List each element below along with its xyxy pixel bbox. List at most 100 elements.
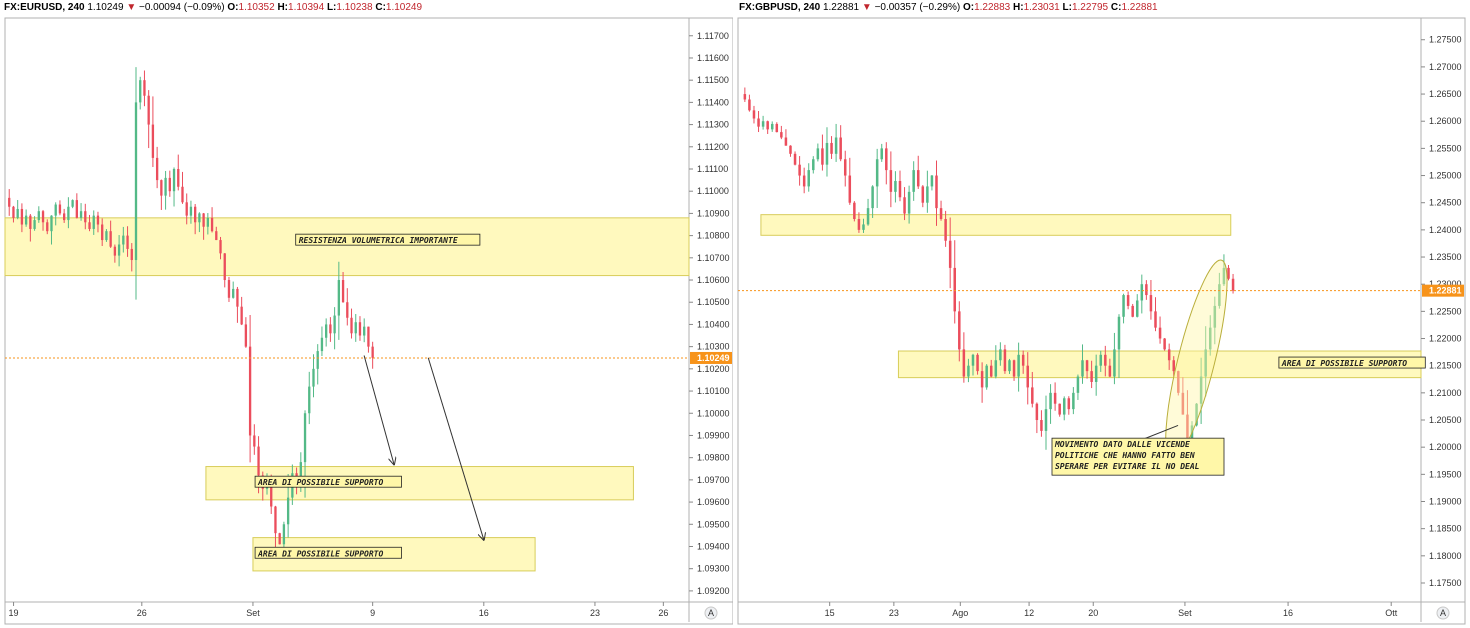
x-tick-label: 20 — [1088, 608, 1098, 618]
candle-body — [1172, 360, 1176, 372]
eurusd-chart[interactable]: 1.11700 1.11600 1.11500 1.11400 1.11300 1.112… — [0, 0, 733, 628]
candle-body — [770, 123, 774, 130]
down-triangle-icon: ▼ — [861, 2, 872, 13]
candle-body — [1135, 300, 1139, 317]
annotation-arrow — [363, 355, 394, 465]
candle-body — [20, 208, 24, 225]
candle-body — [257, 446, 260, 476]
band-label-box — [254, 546, 402, 559]
candle-body — [748, 99, 751, 111]
band-label: AREA DI POSSIBILE SUPPORTO — [1281, 359, 1407, 368]
candle-body — [821, 148, 824, 165]
candle-body — [825, 142, 829, 165]
candle-body — [1053, 392, 1057, 404]
candle-body — [916, 170, 920, 187]
candle-body — [189, 206, 193, 216]
candle-body — [1049, 392, 1052, 410]
x-tick-label: Set — [246, 608, 260, 618]
zone-band — [760, 214, 1232, 236]
plot-area — [737, 17, 1422, 603]
x-tick-label: 9 — [370, 608, 375, 618]
candle-body — [172, 168, 176, 192]
y-tick-label: 1.11400 — [697, 97, 729, 107]
gbpusd-chart[interactable]: 1.27500 1.27000 1.26500 1.26000 1.25500 1.250… — [735, 0, 1470, 628]
y-tick-label: 1.25500 — [1429, 143, 1462, 153]
candle-body — [37, 211, 40, 221]
candle-body — [303, 413, 307, 463]
candle-body — [1113, 349, 1116, 377]
current-price-label: 1.10249 — [697, 353, 730, 363]
candle-body — [325, 324, 328, 338]
candle-body — [875, 159, 879, 187]
candle-body — [88, 222, 91, 229]
y-tick-label: 1.09900 — [697, 430, 730, 440]
candle-body — [939, 208, 943, 220]
candle-body — [834, 137, 838, 154]
candle-body — [871, 186, 874, 209]
y-tick-label: 1.09200 — [697, 586, 730, 596]
candle-body — [16, 208, 19, 218]
x-tick-label: 12 — [1024, 608, 1034, 618]
candle-body — [953, 267, 956, 312]
band-label-box — [254, 475, 402, 488]
y-tick-label: 1.21500 — [1429, 361, 1462, 371]
y-tick-label: 1.17500 — [1429, 578, 1462, 588]
y-tick-label: 1.10200 — [697, 364, 730, 374]
candle-body — [270, 479, 273, 507]
annotation-line: SPERARE PER EVITARE IL NO DEAL — [1055, 462, 1200, 471]
candle-body — [766, 121, 769, 130]
eurusd-high: 1.10394 — [288, 2, 325, 13]
candle-body — [134, 102, 138, 261]
eurusd-header: FX:EURUSD, 240 1.10249 ▼ −0.00094 (−0.09… — [4, 2, 423, 13]
gbpusd-high: 1.23031 — [1023, 2, 1060, 13]
candle-body — [1204, 349, 1207, 377]
candle-body — [194, 206, 197, 223]
candle-body — [889, 170, 893, 192]
candle-body — [41, 211, 45, 223]
candle-body — [912, 170, 915, 192]
gbpusd-interval: 240 — [803, 2, 821, 13]
candle-body — [1058, 403, 1061, 415]
y-tick-label: 1.23000 — [1429, 279, 1462, 289]
candle-body — [181, 186, 184, 203]
annotation-arrow — [427, 357, 484, 540]
candle-body — [1072, 392, 1075, 410]
candle-body — [1076, 376, 1080, 393]
y-tick-label: 1.09500 — [697, 519, 730, 529]
candle-body — [62, 213, 66, 221]
y-tick-label: 1.22500 — [1429, 306, 1462, 316]
candle-body — [1186, 414, 1189, 448]
candle-body — [1031, 387, 1034, 404]
gbpusd-header: FX:GBPUSD, 240 1.22881 ▼ −0.00357 (−0.29… — [739, 2, 1158, 13]
candle-body — [1208, 327, 1212, 350]
band-label: RESISTENZA VOLUMETRICA IMPORTANTE — [299, 236, 458, 245]
candle-body — [151, 124, 155, 158]
candle-body — [1108, 365, 1112, 377]
candle-body — [29, 215, 32, 229]
candle-body — [341, 280, 345, 303]
x-tick-label: Ott — [1385, 608, 1398, 618]
candle-body — [75, 200, 79, 218]
candle-body — [830, 142, 833, 154]
candle-body — [958, 311, 961, 350]
candle-body — [139, 80, 142, 103]
y-tick-label: 1.11200 — [697, 142, 729, 152]
candle-body — [1154, 311, 1157, 328]
candle-body — [320, 337, 324, 352]
eurusd-symbol: FX:EURUSD — [4, 2, 63, 13]
band-label-box — [295, 233, 481, 246]
candle-body — [798, 164, 801, 176]
candle-body — [92, 215, 95, 229]
candle-body — [96, 215, 100, 225]
candle-body — [1117, 316, 1121, 350]
candle-body — [866, 208, 870, 225]
candle-body — [784, 137, 788, 146]
y-tick-label: 1.18000 — [1429, 551, 1462, 561]
candle-body — [346, 302, 349, 318]
candle-body — [147, 95, 150, 125]
x-tick-label: 26 — [658, 608, 668, 618]
y-tick-label: 1.10800 — [697, 231, 730, 241]
eurusd-open: 1.10352 — [238, 2, 275, 13]
panel-border — [737, 17, 1466, 625]
candle-body — [227, 280, 231, 298]
